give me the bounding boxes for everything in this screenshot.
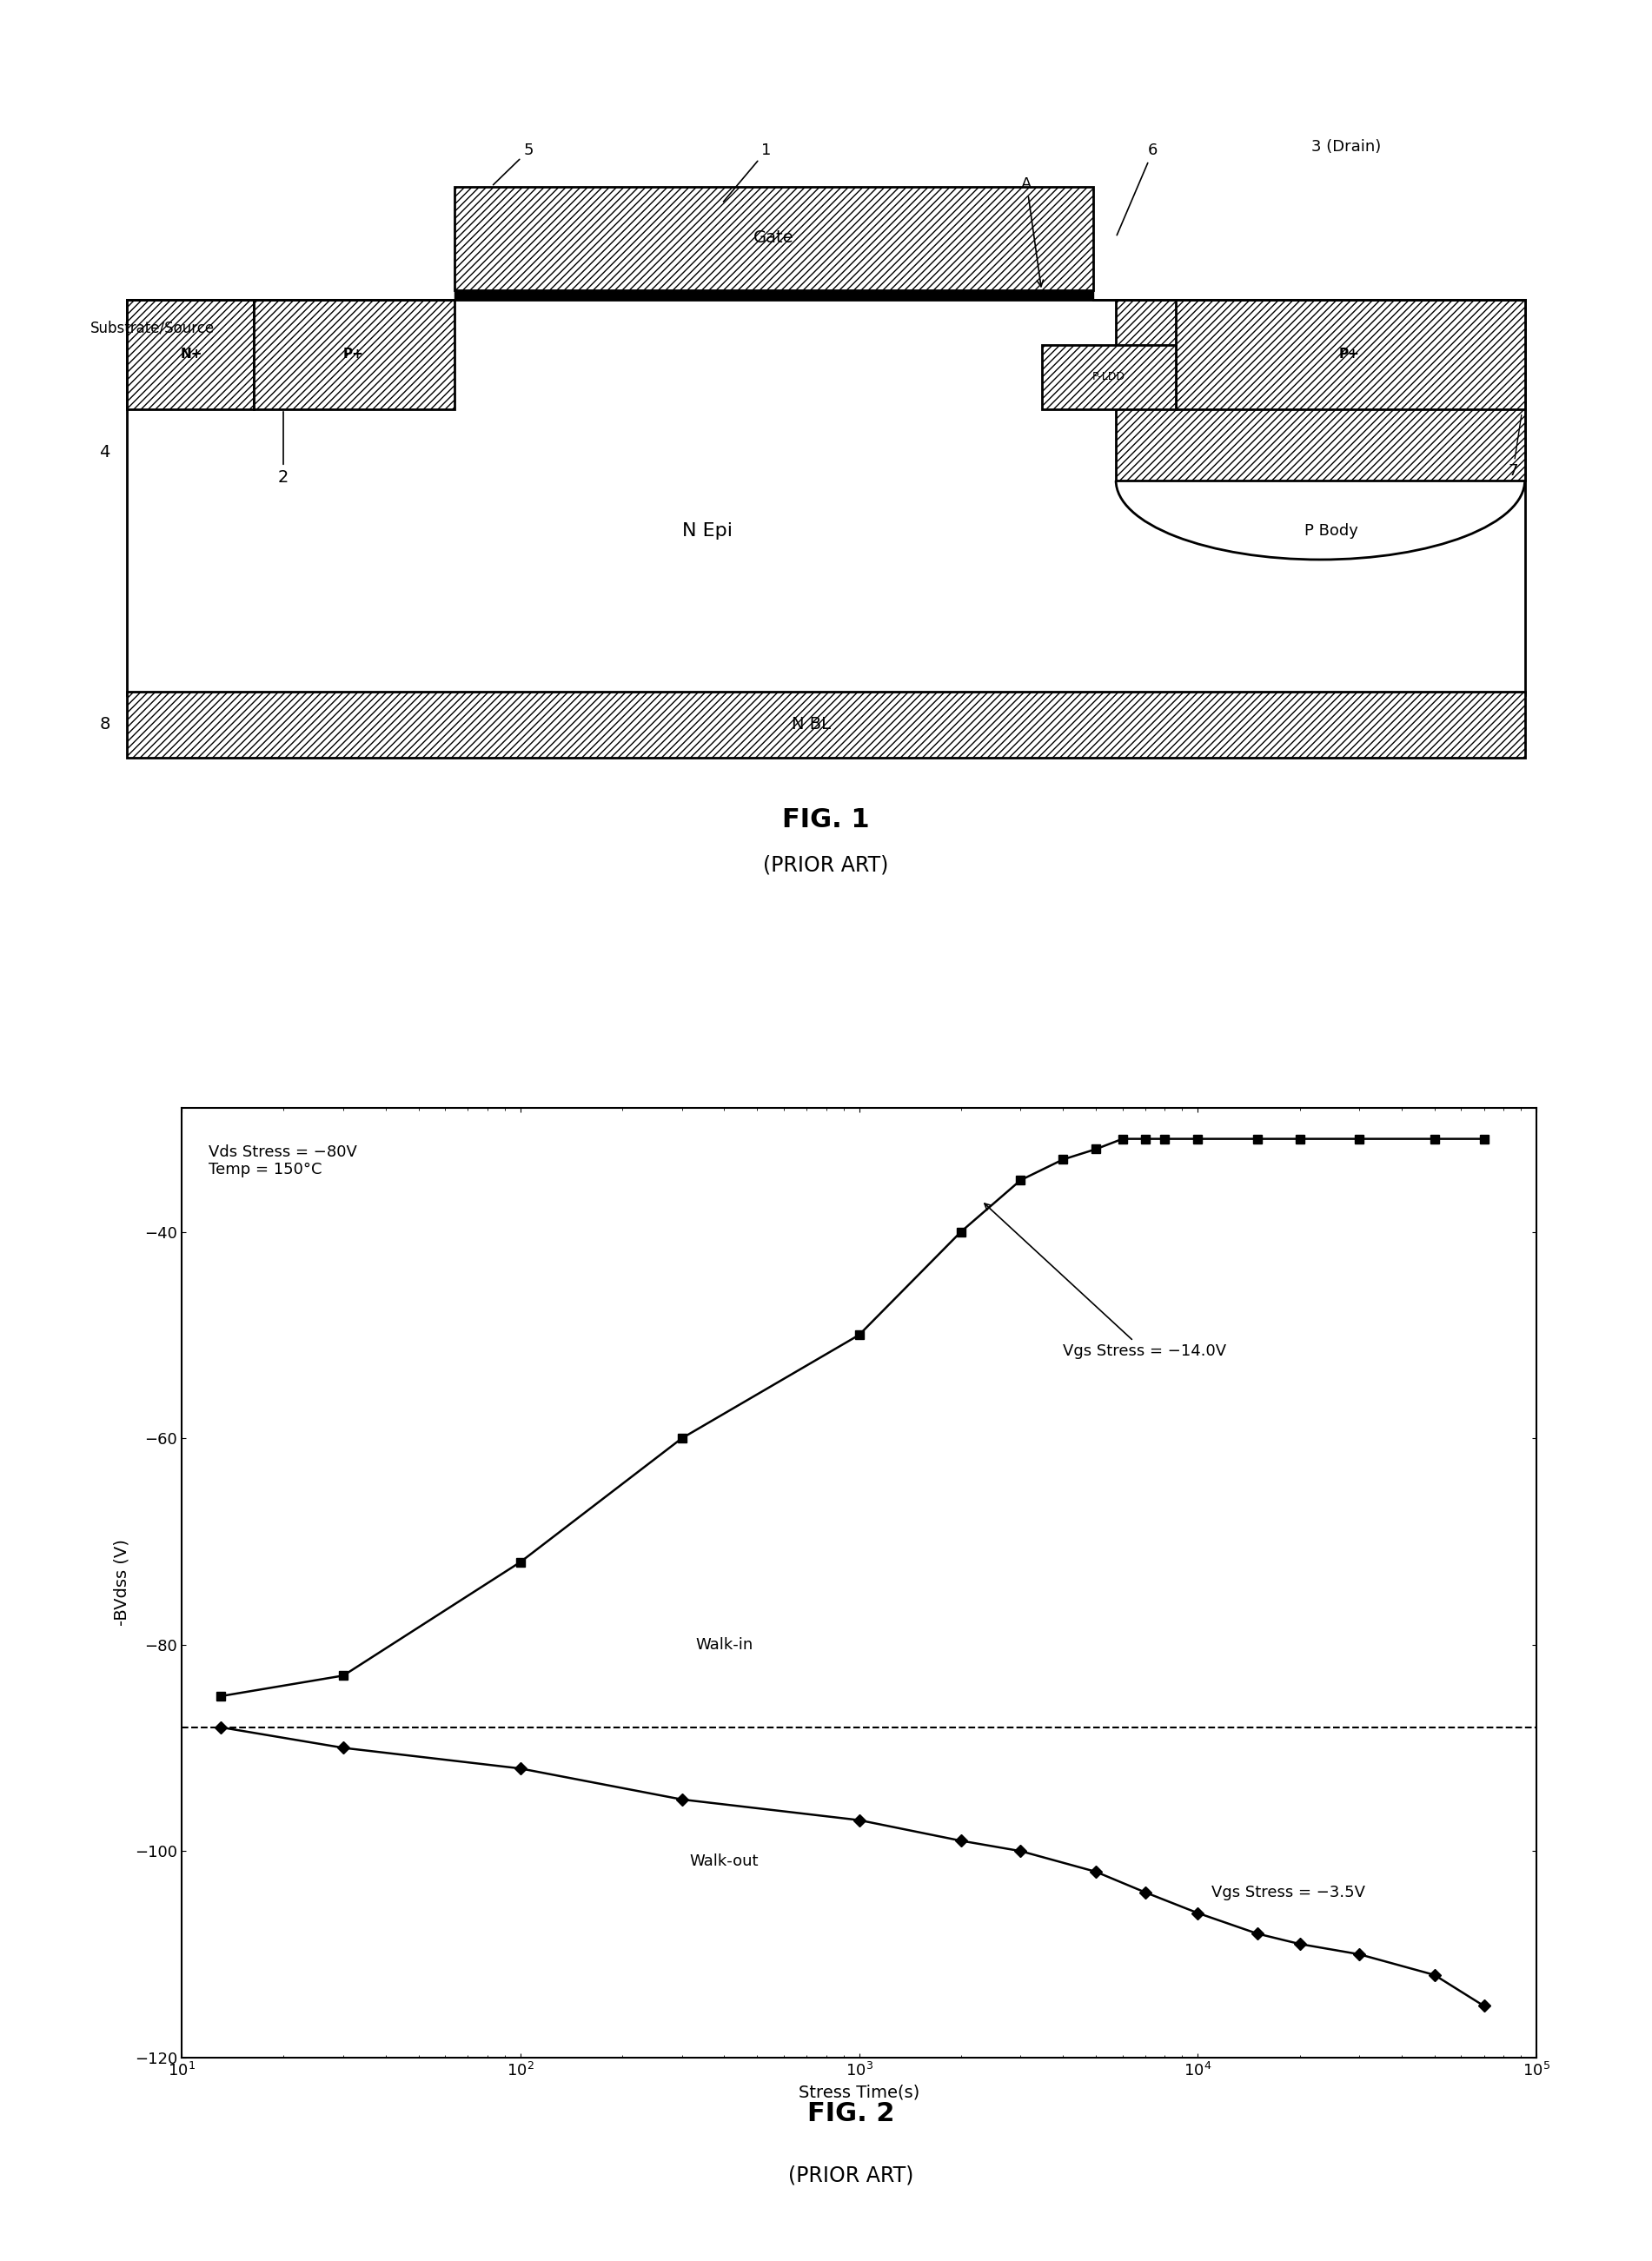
Text: Walk-in: Walk-in (695, 1637, 753, 1653)
Text: (PRIOR ART): (PRIOR ART) (788, 2164, 914, 2186)
Bar (127, 692, 1525, 757)
Text: N Epi: N Epi (682, 522, 732, 540)
Y-axis label: -BVdss (V): -BVdss (V) (114, 1540, 131, 1626)
Text: 5: 5 (494, 142, 534, 185)
Text: (PRIOR ART): (PRIOR ART) (763, 855, 889, 875)
Text: Vgs Stress = −14.0V: Vgs Stress = −14.0V (985, 1203, 1226, 1359)
Text: N+: N+ (180, 348, 202, 359)
Text: Substrate/Source: Substrate/Source (91, 321, 215, 335)
Text: 8: 8 (99, 717, 111, 733)
Bar (454, 188, 1094, 289)
Text: 4: 4 (99, 443, 111, 461)
Text: 2: 2 (278, 412, 289, 486)
Text: 3 (Drain): 3 (Drain) (1312, 140, 1381, 154)
X-axis label: Stress Time(s): Stress Time(s) (798, 2085, 920, 2100)
Bar (127, 298, 1525, 694)
Bar (1176, 298, 1525, 409)
Text: P Body: P Body (1305, 525, 1358, 538)
Text: Gate: Gate (753, 228, 795, 246)
Text: 1: 1 (724, 142, 771, 201)
Text: FIG. 1: FIG. 1 (783, 807, 869, 832)
Text: A: A (1021, 176, 1044, 287)
Text: Vds Stress = −80V
Temp = 150°C: Vds Stress = −80V Temp = 150°C (208, 1144, 357, 1178)
Text: Vgs Stress = −3.5V: Vgs Stress = −3.5V (1211, 1883, 1366, 1899)
Bar (454, 289, 1094, 298)
Text: P+: P+ (1340, 348, 1360, 359)
Text: 7: 7 (1508, 416, 1521, 479)
Bar (127, 298, 254, 409)
Bar (254, 298, 454, 409)
Bar (1042, 344, 1176, 409)
Text: N BL: N BL (791, 717, 831, 733)
Bar (1117, 298, 1525, 479)
Text: Walk-out: Walk-out (691, 1854, 758, 1870)
Text: P+: P+ (344, 348, 363, 359)
Text: 6: 6 (1117, 142, 1158, 235)
Text: FIG. 2: FIG. 2 (808, 2100, 894, 2128)
Text: P-LDD: P-LDD (1092, 371, 1125, 382)
